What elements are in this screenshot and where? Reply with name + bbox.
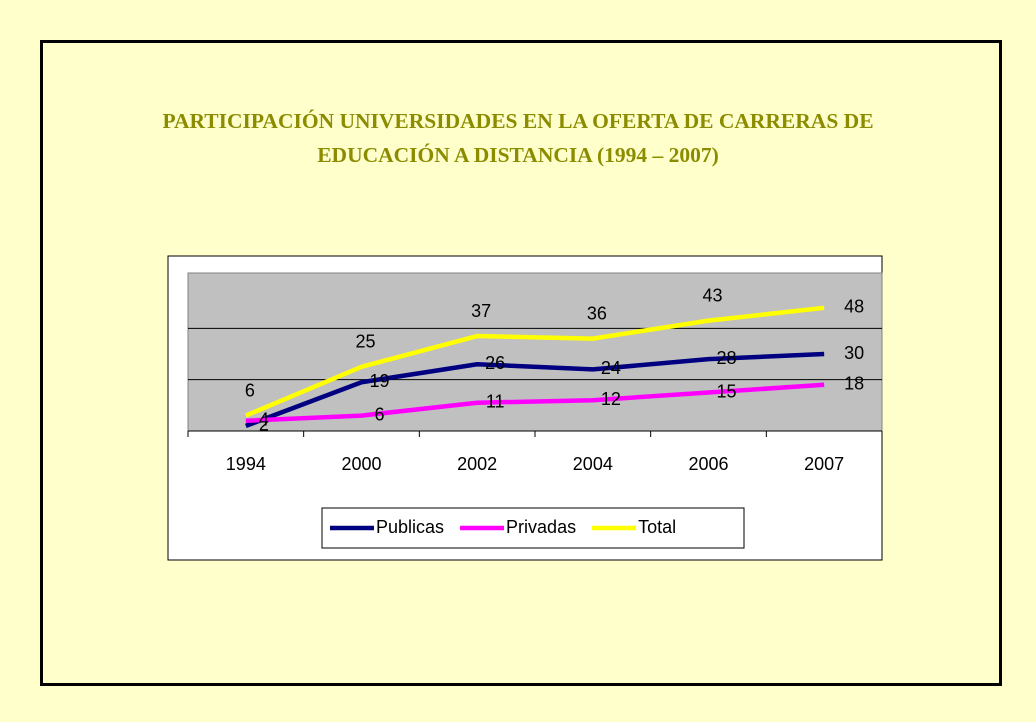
data-label: 28 — [716, 348, 736, 368]
x-tick-label: 2006 — [688, 454, 728, 474]
data-label: 36 — [587, 303, 607, 323]
legend-label: Privadas — [506, 517, 576, 537]
data-label: 12 — [601, 389, 621, 409]
chart-title: PARTICIPACIÓN UNIVERSIDADES EN LA OFERTA… — [162, 109, 874, 167]
data-label: 2 — [259, 415, 269, 435]
data-label: 30 — [844, 343, 864, 363]
x-tick-label: 2002 — [457, 454, 497, 474]
data-label: 6 — [374, 404, 384, 424]
data-label: 18 — [844, 374, 864, 394]
data-label: 25 — [355, 332, 375, 352]
slide-frame — [40, 40, 1002, 686]
data-label: 24 — [601, 358, 621, 378]
data-label: 26 — [485, 353, 505, 373]
data-label: 43 — [702, 285, 722, 305]
data-label: 11 — [486, 392, 505, 412]
x-tick-label: 2007 — [804, 454, 844, 474]
data-label: 15 — [716, 381, 736, 401]
x-tick-label: 1994 — [226, 454, 266, 474]
line-series — [245, 382, 825, 423]
data-label: 48 — [844, 297, 864, 317]
line-series — [244, 305, 825, 418]
data-label: 19 — [369, 371, 389, 391]
legend-label: Total — [638, 517, 676, 537]
legend-box — [321, 507, 745, 549]
x-tick-label: 2004 — [573, 454, 613, 474]
data-label: 37 — [471, 301, 491, 321]
data-label: 4 — [259, 409, 269, 429]
x-tick-label: 2000 — [341, 454, 381, 474]
line-series — [245, 351, 825, 428]
data-label: 6 — [245, 380, 255, 400]
legend-label: Publicas — [376, 517, 444, 537]
